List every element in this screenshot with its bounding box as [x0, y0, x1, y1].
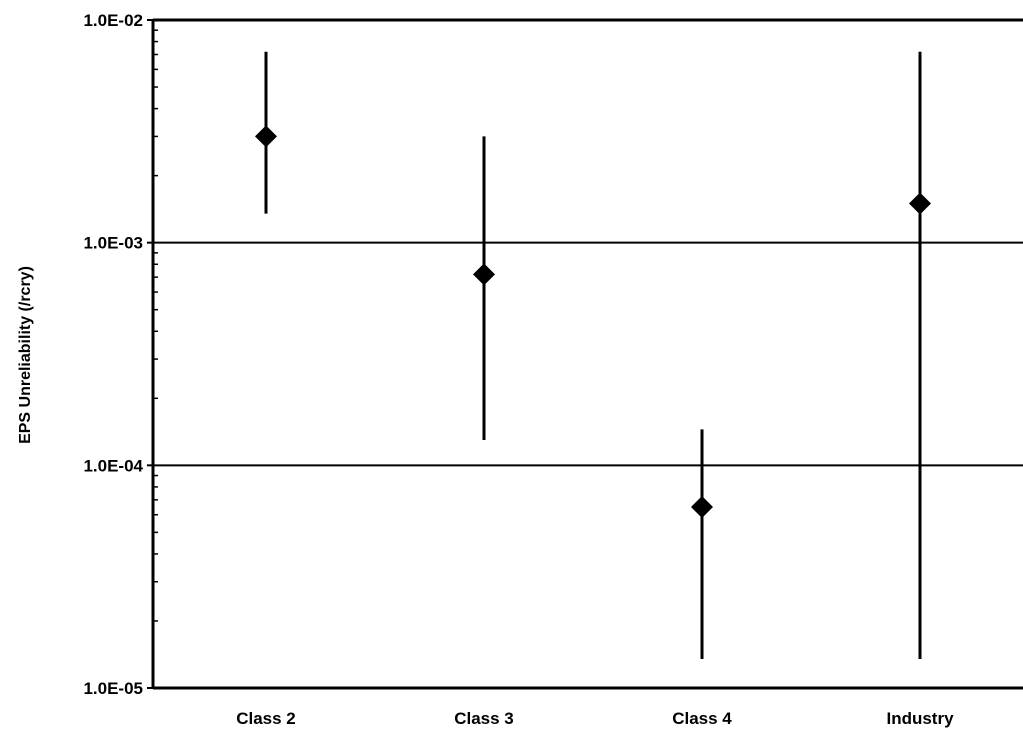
x-category-label: Class 4: [672, 709, 732, 728]
x-category-label: Industry: [886, 709, 954, 728]
y-tick-label: 1.0E-05: [83, 679, 143, 698]
data-point-diamond: [691, 495, 713, 518]
y-tick-labels: 1.0E-05 1.0E-04 1.0E-03 1.0E-02: [83, 11, 143, 698]
data-points: [255, 125, 931, 518]
y-tick-label: 1.0E-03: [83, 234, 143, 253]
data-point-diamond: [255, 125, 277, 148]
gridlines: [153, 241, 1023, 467]
y-axis-title: EPS Unreliability (/rcry): [17, 266, 34, 444]
x-category-label: Class 3: [454, 709, 514, 728]
y-tick-label: 1.0E-02: [83, 11, 143, 30]
error-bars: [264, 51, 922, 659]
y-tick-label: 1.0E-04: [83, 456, 143, 475]
data-point-diamond: [909, 192, 931, 215]
x-category-labels: Class 2 Class 3 Class 4 Industry: [236, 709, 954, 728]
data-point-diamond: [473, 263, 495, 286]
axes: [147, 18, 1023, 690]
x-category-label: Class 2: [236, 709, 296, 728]
